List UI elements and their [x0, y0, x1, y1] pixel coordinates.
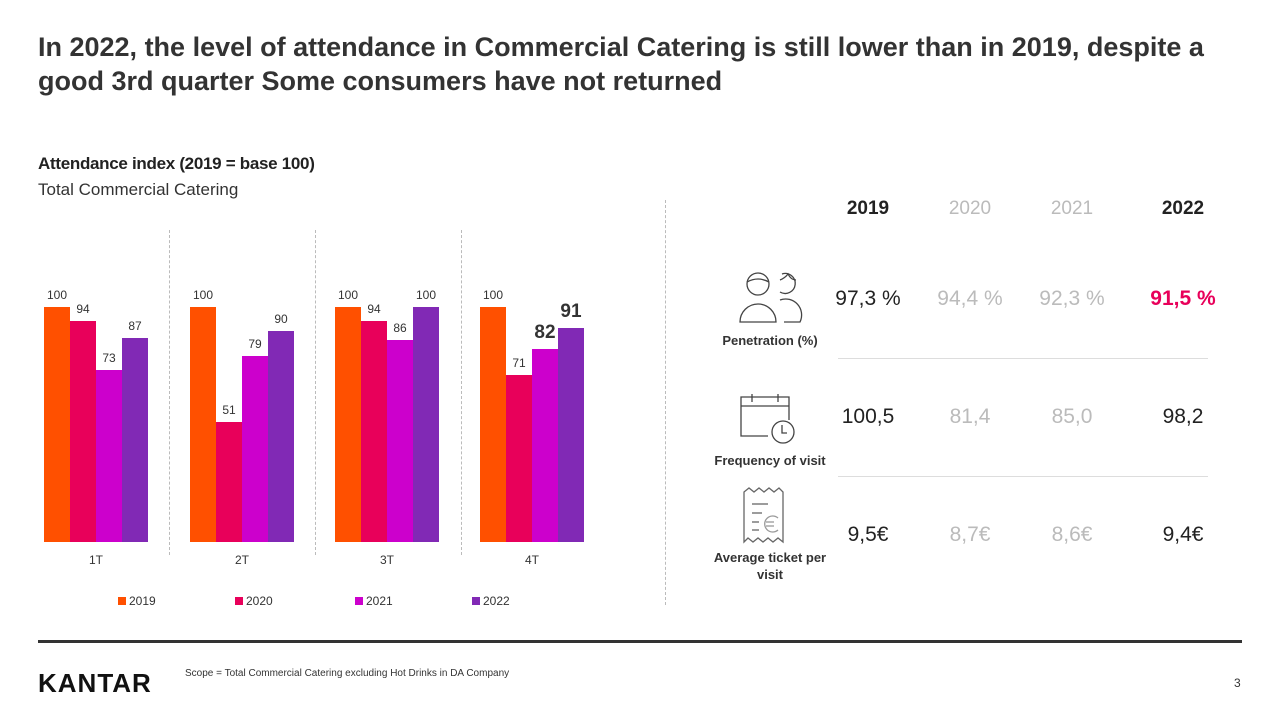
legend-swatch: [472, 597, 480, 605]
kpi-value: 9,5€: [847, 523, 889, 546]
legend-item-2021: 2021: [355, 594, 393, 608]
legend-item-2020: 2020: [235, 594, 273, 608]
data-label: 94: [76, 302, 90, 317]
chart-title: Attendance index (2019 = base 100): [38, 154, 315, 173]
legend-swatch: [235, 597, 243, 605]
legend-swatch: [118, 597, 126, 605]
category-label: 1T: [88, 553, 103, 567]
year-header: 2022: [1161, 198, 1205, 219]
bar-2022-2T: [268, 330, 294, 542]
bar-2022-3T: [413, 307, 439, 542]
group-divider: [461, 230, 462, 555]
kpi-value: 91,5 %: [1150, 287, 1216, 310]
data-label: 71: [512, 356, 526, 371]
data-label: 79: [248, 337, 262, 352]
bar-2019-4T: [480, 307, 506, 542]
footer-divider: [38, 640, 1242, 643]
kpi-value: 100,5: [841, 405, 895, 428]
data-label: 100: [482, 288, 504, 302]
bar-2020-1T: [70, 321, 96, 542]
data-label: 86: [393, 320, 407, 335]
legend-swatch: [355, 597, 363, 605]
kpi-value: 97,3 %: [835, 287, 901, 310]
legend-label: 2021: [366, 594, 393, 608]
chart-subtitle: Total Commercial Catering: [38, 180, 239, 199]
category-label: 3T: [379, 553, 394, 567]
group-divider: [315, 230, 316, 555]
data-label: 87: [128, 318, 142, 333]
legend-label: 2020: [246, 594, 273, 608]
bar-2021-2T: [242, 356, 268, 542]
data-label: 91: [560, 301, 582, 323]
bar-2021-4T: [532, 349, 558, 542]
category-label: 2T: [234, 553, 249, 567]
year-header: 2021: [1050, 198, 1094, 219]
bar-2022-1T: [122, 337, 148, 542]
people-icon: [739, 272, 803, 323]
year-header: 2019: [846, 198, 890, 219]
data-label: 100: [46, 288, 68, 302]
group-divider: [169, 230, 170, 555]
kpi-value: 9,4€: [1162, 523, 1204, 546]
bar-2022-4T: [558, 328, 584, 542]
bar-2019-3T: [335, 307, 361, 542]
legend-item-2022: 2022: [472, 594, 510, 608]
bar-2020-4T: [506, 375, 532, 542]
bar-2021-3T: [387, 339, 413, 542]
page-number: 3: [1234, 676, 1241, 690]
bar-2020-2T: [216, 422, 242, 542]
category-label: 4T: [524, 553, 539, 567]
legend-label: 2019: [129, 594, 156, 608]
bar-2019-2T: [190, 307, 216, 542]
kpi-value: 94,4 %: [937, 287, 1003, 310]
bar-2019-1T: [44, 307, 70, 542]
slide-title: In 2022, the level of attendance in Comm…: [38, 32, 1204, 96]
data-label: 73: [102, 351, 116, 366]
kantar-logo: KANTAR: [38, 668, 152, 698]
bar-2020-3T: [361, 321, 387, 542]
kpi-value: 8,7€: [949, 523, 991, 546]
legend-label: 2022: [483, 594, 510, 608]
data-label: 82: [534, 322, 556, 344]
row-divider: [838, 476, 1208, 477]
kpi-value: 85,0: [1051, 405, 1093, 428]
year-header: 2020: [948, 198, 992, 219]
kpi-value: 98,2: [1162, 405, 1204, 428]
scope-note: Scope = Total Commercial Catering exclud…: [185, 668, 510, 679]
row-divider: [838, 358, 1208, 359]
kpi-value: 81,4: [949, 405, 991, 428]
calendar-clock-icon: [740, 394, 795, 444]
data-label: 100: [192, 288, 214, 302]
row-label: Average ticket per visit: [713, 550, 827, 582]
data-label: 90: [274, 311, 288, 326]
data-label: 94: [367, 302, 381, 317]
kpi-value: 92,3 %: [1039, 287, 1105, 310]
data-label: 100: [337, 288, 359, 302]
legend-item-2019: 2019: [118, 594, 156, 608]
row-label: Frequency of visit: [714, 453, 826, 468]
section-divider: [665, 200, 666, 605]
data-label: 100: [415, 288, 437, 302]
kpi-value: 8,6€: [1051, 523, 1093, 546]
receipt-euro-icon: [743, 487, 784, 544]
data-label: 51: [222, 403, 236, 418]
row-label: Penetration (%): [722, 333, 818, 348]
bar-2021-1T: [96, 370, 122, 542]
